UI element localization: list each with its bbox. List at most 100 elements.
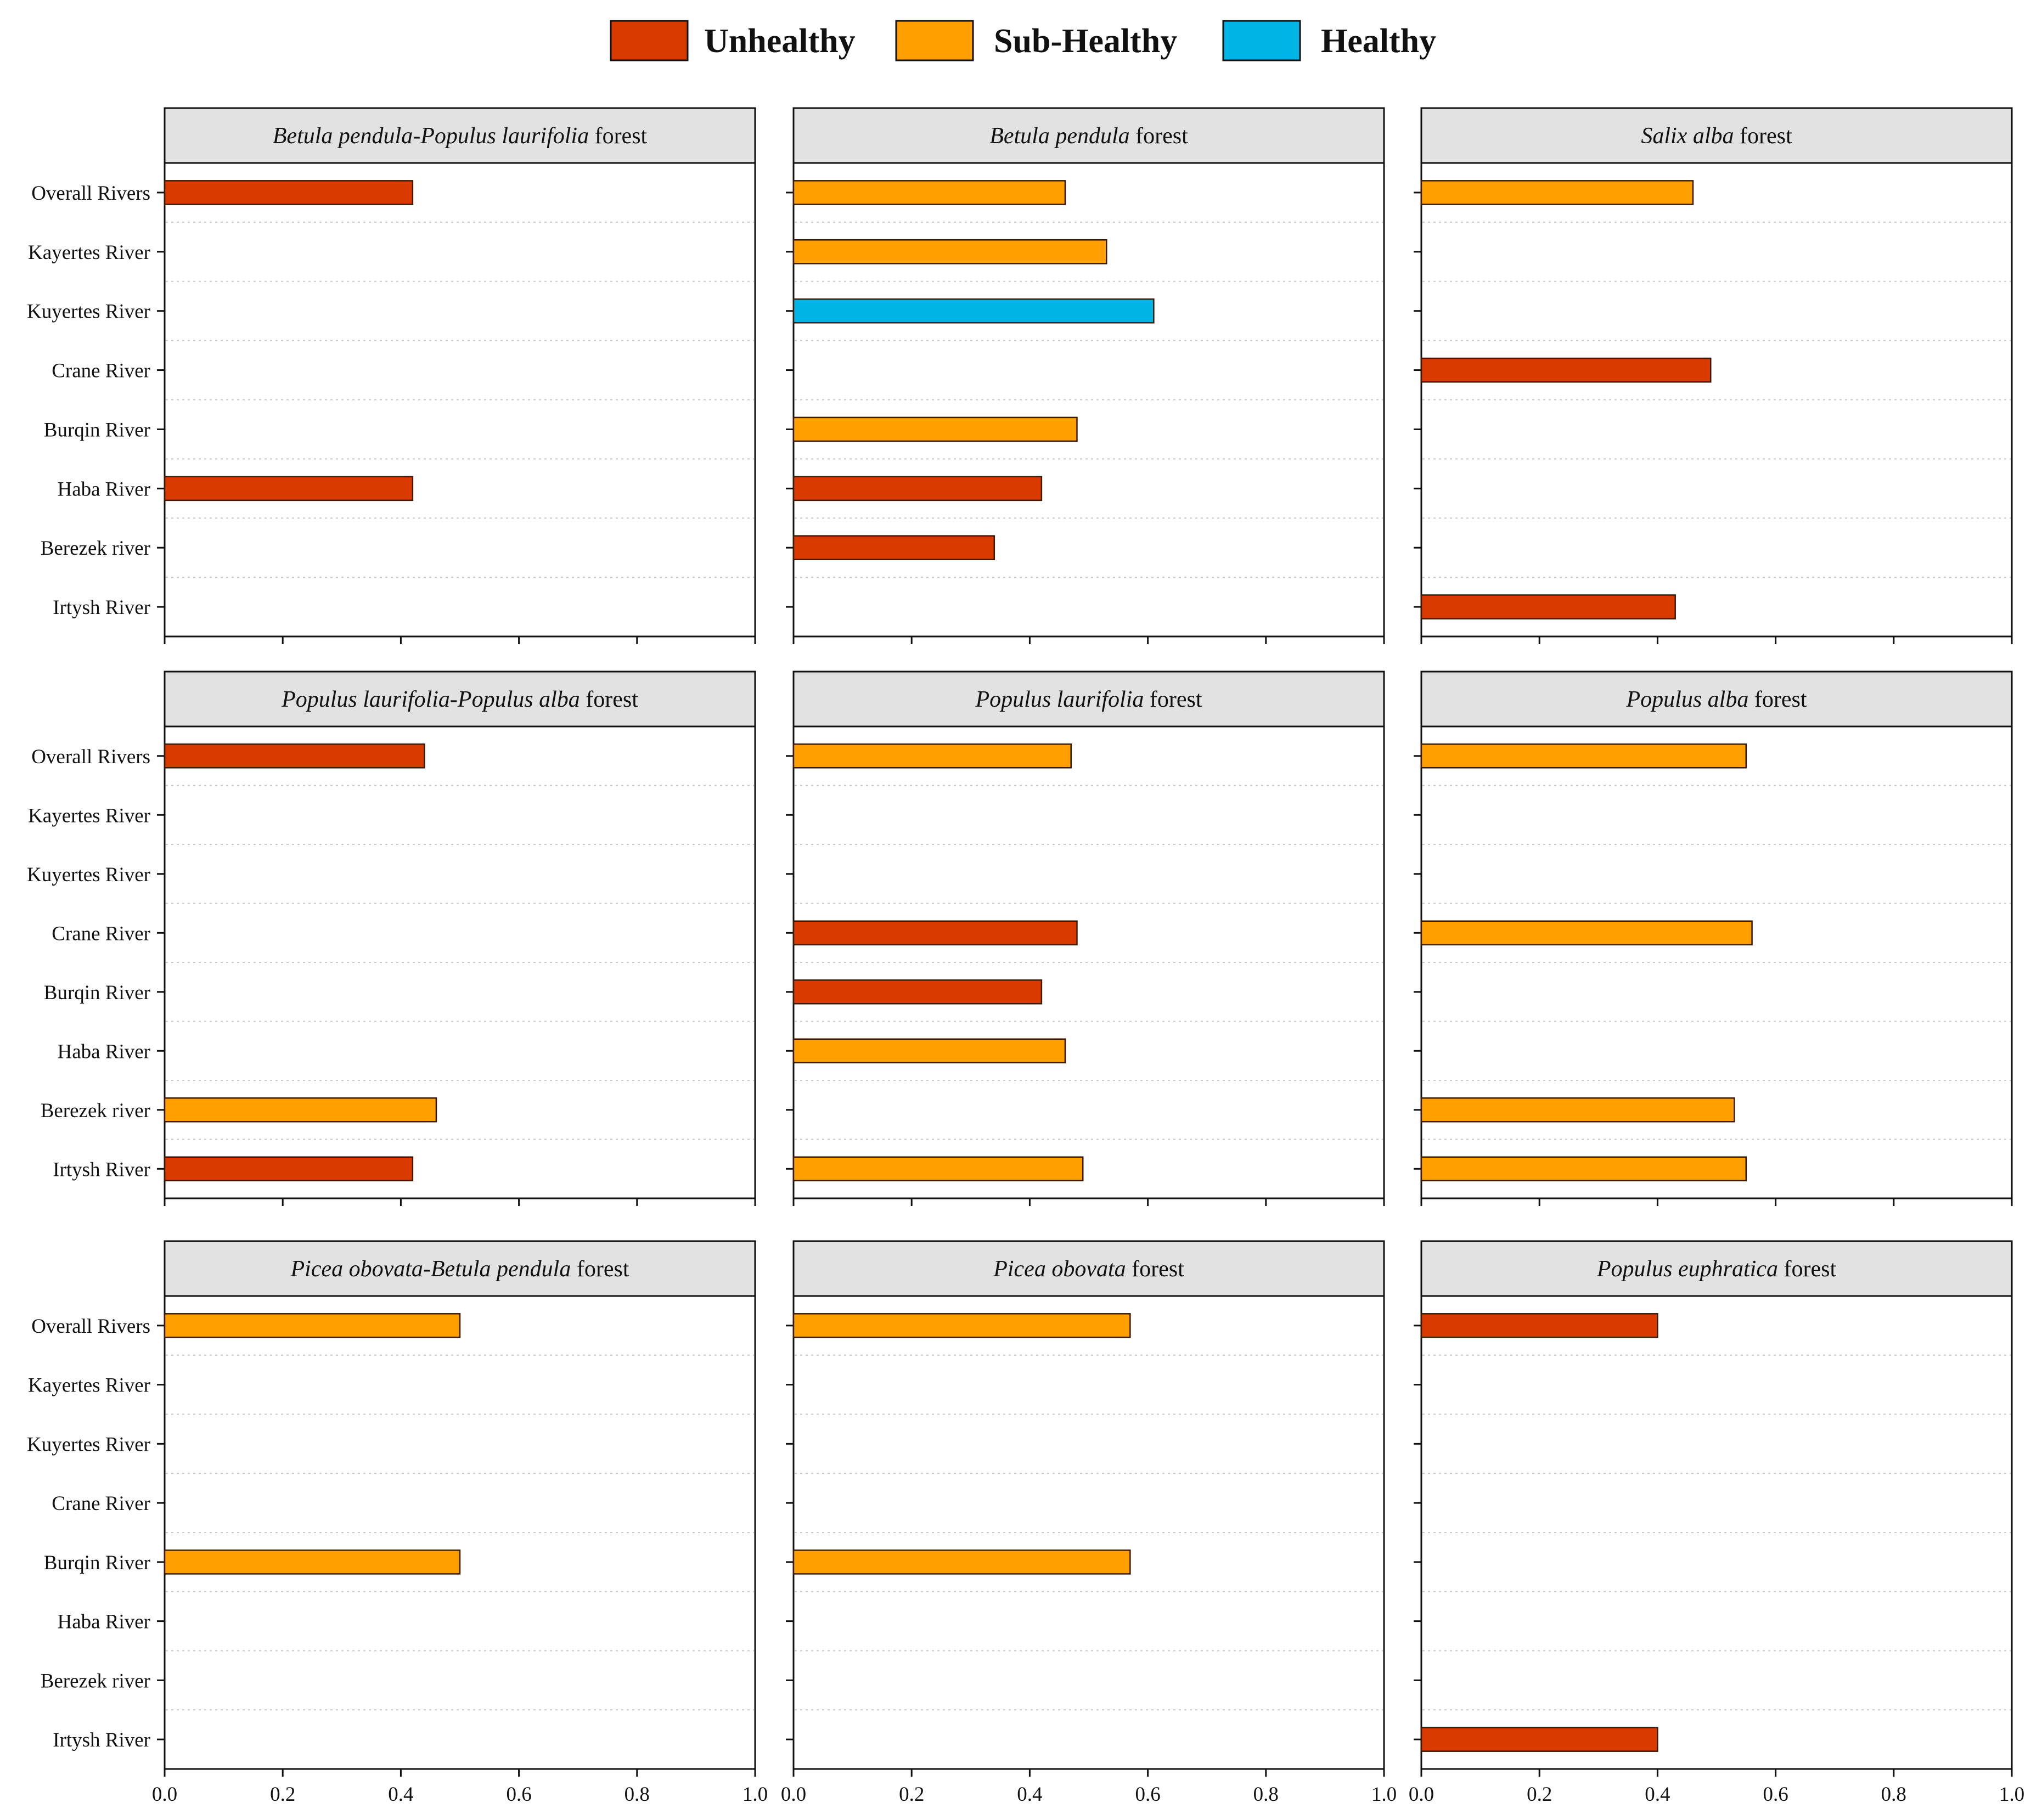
x-tick-label: 1.0 [1371, 1783, 1397, 1806]
category-label-crane-river: Crane River [52, 1492, 150, 1515]
legend-label: Sub-Healthy [994, 22, 1177, 60]
category-label-kuyertes-river: Kuyertes River [27, 864, 150, 886]
panel-title-species: Betula pendula [989, 123, 1129, 149]
panel-betula-pendula: Betula pendula forest [786, 107, 1385, 644]
category-label-berezek-river: Berezek river [41, 537, 150, 560]
x-tick-label: 0.2 [899, 1783, 924, 1806]
bar-kuyertes-river [792, 298, 1155, 324]
panel-title: Picea obovata-Betula pendula forest [290, 1256, 629, 1282]
category-label-crane-river: Crane River [52, 922, 150, 945]
bar-haba-river [792, 476, 1043, 502]
panel-title-suffix: forest [1144, 687, 1202, 712]
bar-berezek-river [1420, 1097, 1735, 1123]
panel-populus-laurifolia: Populus laurifolia forest [786, 670, 1385, 1206]
bar-crane-river [1420, 357, 1712, 383]
legend-swatch-unhealthy [610, 20, 689, 61]
panel-title-species: Populus laurifolia-Populus alba [281, 687, 580, 712]
legend-item-sub-healthy: Sub-Healthy [895, 20, 1177, 61]
panel-title-suffix: forest [1130, 123, 1188, 149]
panel-header [164, 107, 756, 164]
panel-title-species: Populus laurifolia [975, 687, 1144, 712]
panel-header [792, 670, 1385, 728]
bar-overall-rivers [164, 743, 425, 769]
category-label-kuyertes-river: Kuyertes River [27, 1433, 150, 1456]
bar-irtysh-river [792, 1156, 1084, 1181]
legend: Unhealthy Sub-Healthy Healthy [610, 20, 1436, 61]
bar-irtysh-river [1420, 1727, 1658, 1752]
x-tick-label: 1.0 [742, 1783, 768, 1806]
bar-overall-rivers [792, 1313, 1131, 1338]
x-tick-label: 0.2 [270, 1783, 295, 1806]
x-tick-label: 0.8 [1881, 1783, 1906, 1806]
bar-crane-river [792, 920, 1078, 945]
panel-title-species: Betula pendula-Populus laurifolia [273, 123, 589, 149]
panel-populus-laurifolia-populus-alba: Populus laurifolia-Populus alba forest Ov… [27, 670, 756, 1206]
category-label-kayertes-river: Kayertes River [28, 804, 150, 827]
panel-title-species: Populus euphratica [1596, 1256, 1778, 1282]
bar-overall-rivers [1420, 1313, 1658, 1338]
bar-kayertes-river [792, 239, 1107, 264]
panel-title-species: Picea obovata-Betula pendula [290, 1256, 571, 1282]
x-tick-label: 0.6 [1135, 1783, 1160, 1806]
panel-betula-pendula-populus-laurifolia: Betula pendula-Populus laurifolia forest… [27, 107, 756, 644]
bar-berezek-river [164, 1097, 437, 1123]
x-tick-label: 0.2 [1527, 1783, 1552, 1806]
panel-populus-alba: Populus alba forest [1414, 670, 2013, 1206]
plot-area [164, 162, 756, 638]
bar-burqin-river [792, 1549, 1131, 1575]
panel-header [1420, 670, 2013, 728]
bar-overall-rivers [164, 180, 414, 205]
category-label-crane-river: Crane River [52, 360, 150, 382]
plot-area [164, 1295, 756, 1770]
category-label-berezek-river: Berezek river [41, 1100, 150, 1122]
panel-title: Betula pendula-Populus laurifolia forest [273, 123, 648, 149]
bar-burqin-river [164, 1549, 461, 1575]
panel-title-species: Picea obovata [993, 1256, 1126, 1282]
panel-header [1420, 107, 2013, 164]
plot-area [792, 1295, 1385, 1770]
panel-title-species: Salix alba [1641, 123, 1734, 149]
category-label-berezek-river: Berezek river [41, 1670, 150, 1692]
bar-overall-rivers [792, 743, 1072, 769]
panel-picea-obovata: Picea obovata forest 0.0 0.2 0.4 0.6 0.8 1.0 [781, 1240, 1397, 1806]
category-label-haba-river: Haba River [57, 1040, 150, 1063]
x-tick-label: 1.0 [1999, 1783, 2024, 1806]
x-tick-label: 0.6 [506, 1783, 531, 1806]
panel-title-suffix: forest [1126, 1256, 1184, 1282]
panel-header [164, 1240, 756, 1297]
panel-title-suffix: forest [1778, 1256, 1836, 1282]
category-label-overall-rivers: Overall Rivers [31, 1315, 150, 1338]
panel-title-suffix: forest [580, 687, 638, 712]
bar-overall-rivers [792, 180, 1066, 205]
panels: Betula pendula-Populus laurifolia forest… [27, 107, 2024, 1806]
bar-overall-rivers [1420, 743, 1747, 769]
bar-haba-river [792, 1038, 1066, 1063]
panel-title: Salix alba forest [1641, 123, 1792, 149]
panel-title: Betula pendula forest [989, 123, 1188, 149]
x-tick-label: 0.8 [625, 1783, 650, 1806]
panel-header [164, 670, 756, 728]
x-tick-label: 0.0 [1409, 1783, 1434, 1806]
x-tick-label: 0.0 [781, 1783, 806, 1806]
bar-haba-river [164, 476, 414, 502]
bar-crane-river [1420, 920, 1753, 945]
x-tick-label: 0.8 [1253, 1783, 1279, 1806]
bar-burqin-river [792, 979, 1043, 1005]
panel-header [1420, 1240, 2013, 1297]
category-label-haba-river: Haba River [57, 478, 150, 500]
plot-area [1420, 162, 2013, 638]
panel-picea-obovata-betula-pendula: Picea obovata-Betula pendula forest Overa… [27, 1240, 768, 1806]
bar-overall-rivers [1420, 180, 1694, 205]
legend-label: Healthy [1321, 22, 1436, 60]
panel-title-species: Populus alba [1626, 687, 1749, 712]
bar-irtysh-river [164, 1156, 414, 1181]
category-label-irtysh-river: Irtysh River [53, 1729, 150, 1751]
category-label-overall-rivers: Overall Rivers [31, 182, 150, 205]
category-label-burqin-river: Burqin River [44, 419, 150, 441]
panel-title-suffix: forest [589, 123, 647, 149]
category-label-kayertes-river: Kayertes River [28, 1374, 150, 1397]
panel-title: Populus alba forest [1626, 687, 1807, 712]
category-label-irtysh-river: Irtysh River [53, 1158, 150, 1181]
panel-title: Populus laurifolia-Populus alba forest [281, 687, 638, 712]
